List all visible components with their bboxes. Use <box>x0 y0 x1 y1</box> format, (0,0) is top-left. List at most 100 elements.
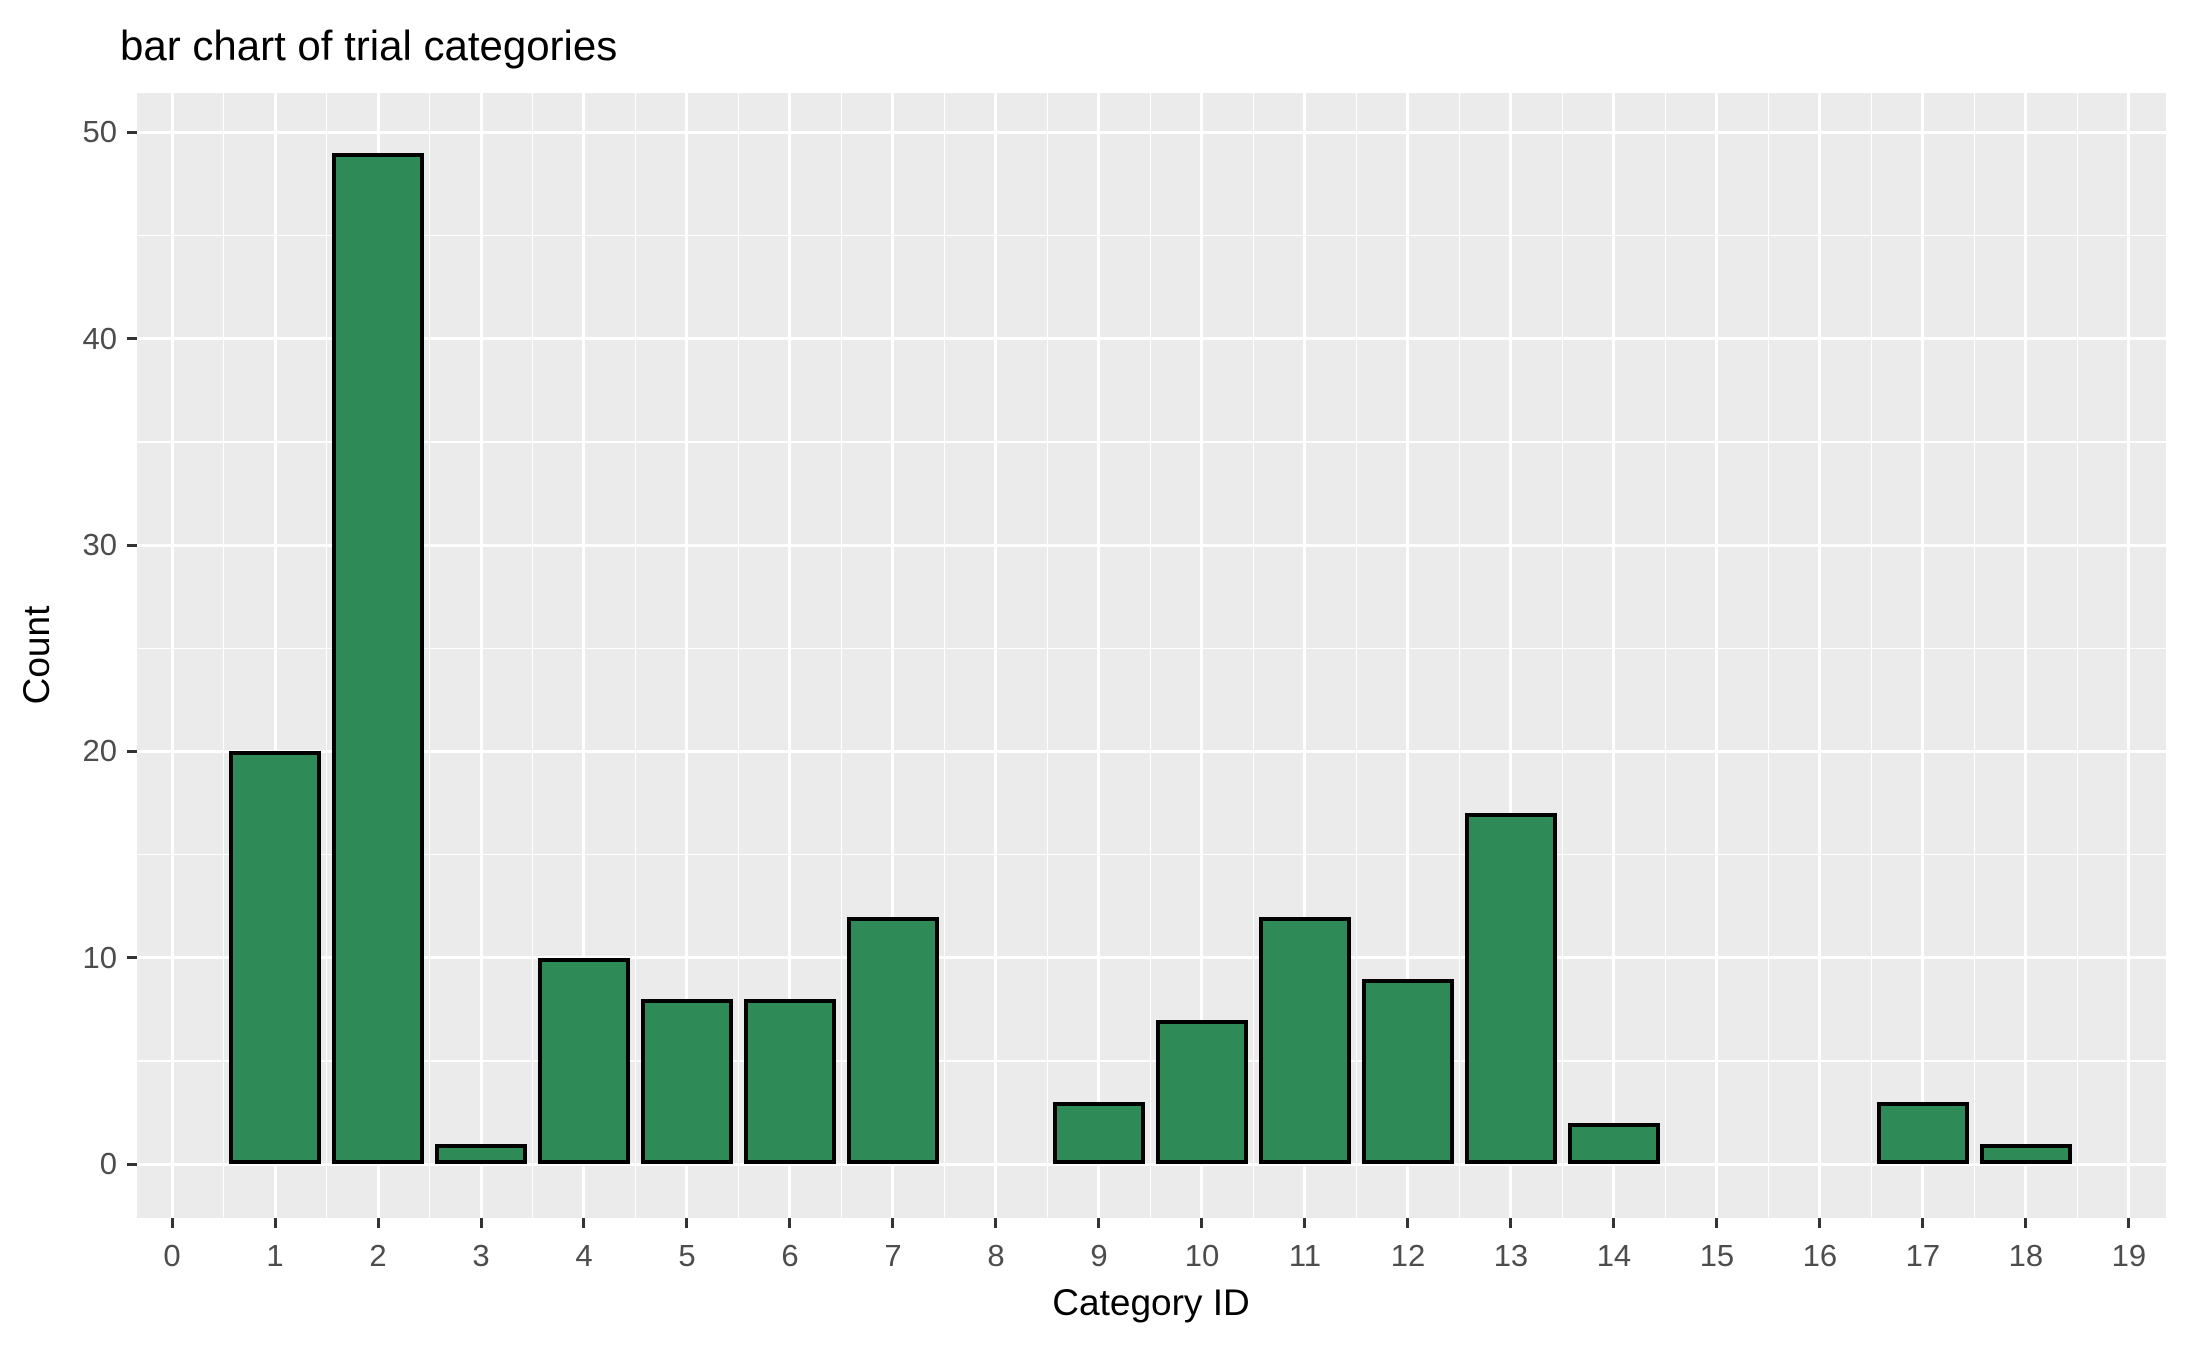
x-minor-gridline <box>531 93 534 1218</box>
x-axis-title: Category ID <box>1052 1282 1250 1323</box>
bar-category-17 <box>1876 1102 1970 1165</box>
y-tick-mark <box>127 130 137 134</box>
y-tick-label: 40 <box>82 320 117 356</box>
x-tick-mark <box>1303 1218 1307 1228</box>
x-minor-gridline <box>840 93 843 1218</box>
x-tick-mark <box>1097 1218 1101 1228</box>
y-tick-label: 20 <box>82 733 117 769</box>
x-tick-mark <box>582 1218 586 1228</box>
x-tick-mark <box>685 1218 689 1228</box>
x-tick-label: 18 <box>2008 1238 2044 1273</box>
y-tick-label: 50 <box>82 114 117 150</box>
x-minor-gridline <box>1973 93 1976 1218</box>
x-tick-mark <box>170 1218 174 1228</box>
x-minor-gridline <box>325 93 328 1218</box>
bar-category-6 <box>743 999 837 1165</box>
x-tick-label: 10 <box>1184 1238 1220 1273</box>
x-minor-gridline <box>634 93 637 1218</box>
x-tick-label: 5 <box>678 1238 696 1273</box>
x-tick-label: 3 <box>472 1238 490 1273</box>
x-minor-gridline <box>2076 93 2079 1218</box>
x-minor-gridline <box>943 93 946 1218</box>
y-minor-gridline <box>137 853 2166 856</box>
x-major-gridline <box>582 93 586 1218</box>
x-major-gridline <box>273 93 277 1218</box>
x-tick-label: 14 <box>1596 1238 1632 1273</box>
y-minor-gridline <box>137 441 2166 443</box>
x-minor-gridline <box>222 93 225 1218</box>
x-major-gridline <box>1509 93 1513 1218</box>
bar-category-5 <box>640 999 734 1165</box>
y-tick-mark <box>127 543 137 547</box>
x-major-gridline <box>685 93 689 1218</box>
y-tick-mark <box>127 337 137 341</box>
x-tick-mark <box>1921 1218 1925 1228</box>
bar-category-2 <box>331 152 425 1165</box>
x-minor-gridline <box>1252 93 1255 1218</box>
x-tick-label: 1 <box>266 1238 284 1273</box>
x-tick-label: 8 <box>987 1238 1005 1273</box>
x-tick-label: 15 <box>1699 1238 1735 1273</box>
y-major-gridline <box>137 956 2166 960</box>
bar-category-1 <box>228 751 322 1165</box>
x-major-gridline <box>891 93 895 1218</box>
y-major-gridline <box>137 337 2166 341</box>
x-tick-mark <box>1200 1218 1204 1228</box>
x-minor-gridline <box>1149 93 1152 1218</box>
x-minor-gridline <box>1355 93 1358 1218</box>
x-tick-mark <box>273 1218 277 1228</box>
x-major-gridline <box>994 93 998 1218</box>
x-major-gridline <box>1921 93 1925 1218</box>
y-major-gridline <box>137 749 2166 753</box>
bar-category-4 <box>537 957 631 1165</box>
x-major-gridline <box>479 93 483 1218</box>
bar-category-13 <box>1464 813 1558 1165</box>
y-minor-gridline <box>137 1060 2166 1062</box>
x-tick-label: 19 <box>2111 1238 2147 1273</box>
x-tick-label: 17 <box>1905 1238 1941 1273</box>
bar-category-14 <box>1567 1123 1661 1165</box>
x-major-gridline <box>2024 93 2028 1218</box>
x-major-gridline <box>1612 93 1616 1218</box>
x-tick-mark <box>788 1218 792 1228</box>
x-minor-gridline <box>1870 93 1873 1218</box>
x-tick-label: 6 <box>781 1238 799 1273</box>
y-minor-gridline <box>137 234 2166 237</box>
y-axis-title: Count <box>16 605 57 705</box>
x-tick-label: 9 <box>1090 1238 1108 1273</box>
x-tick-mark <box>2024 1218 2028 1228</box>
x-tick-label: 2 <box>369 1238 387 1273</box>
bar-category-3 <box>434 1143 528 1165</box>
x-tick-mark <box>2127 1218 2131 1228</box>
bar-category-7 <box>846 916 940 1165</box>
x-major-gridline <box>788 93 792 1218</box>
x-major-gridline <box>170 93 174 1218</box>
y-tick-mark <box>127 1162 137 1166</box>
x-tick-mark <box>1715 1218 1719 1228</box>
x-tick-mark <box>891 1218 895 1228</box>
x-major-gridline <box>1406 93 1410 1218</box>
x-minor-gridline <box>737 93 740 1218</box>
x-minor-gridline <box>1664 93 1667 1218</box>
x-minor-gridline <box>428 93 431 1218</box>
x-tick-mark <box>1612 1218 1616 1228</box>
x-tick-label: 12 <box>1390 1238 1426 1273</box>
x-minor-gridline <box>1767 93 1770 1218</box>
x-minor-gridline <box>1458 93 1461 1218</box>
plot-panel <box>137 93 2166 1218</box>
x-tick-label: 0 <box>163 1238 181 1273</box>
y-major-gridline <box>137 1162 2166 1166</box>
x-tick-label: 4 <box>575 1238 593 1273</box>
chart-title: bar chart of trial categories <box>120 22 618 69</box>
x-major-gridline <box>1200 93 1204 1218</box>
y-tick-label: 0 <box>99 1146 117 1182</box>
x-major-gridline <box>1097 93 1101 1218</box>
x-tick-label: 7 <box>884 1238 902 1273</box>
y-minor-gridline <box>137 647 2166 650</box>
x-tick-mark <box>376 1218 380 1228</box>
y-tick-label: 10 <box>82 939 117 975</box>
bar-category-9 <box>1052 1102 1146 1165</box>
y-tick-mark <box>127 956 137 960</box>
bar-category-18 <box>1979 1143 2073 1165</box>
